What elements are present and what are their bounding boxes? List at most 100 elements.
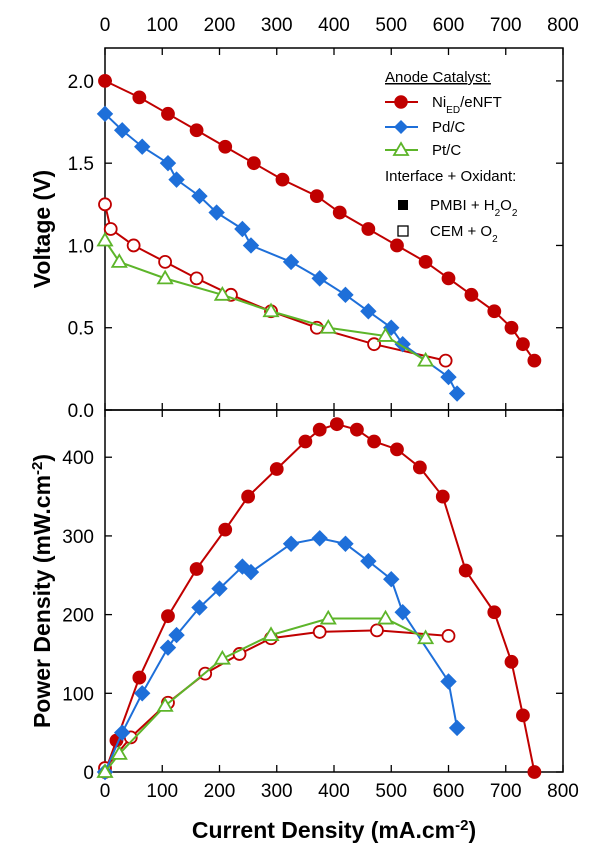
series-line	[104, 537, 459, 773]
data-point	[98, 197, 112, 212]
data-point	[464, 287, 479, 302]
data-point	[189, 562, 204, 576]
legend-marker-open	[397, 225, 409, 237]
legend-header-interface: Interface + Oxidant:	[385, 168, 516, 185]
x-tick-label-top: 200	[204, 15, 236, 36]
legend-label-ptc: Pt/C	[432, 142, 461, 159]
y-tick-label: 200	[62, 606, 94, 627]
x-tick-label-bottom: 200	[204, 781, 236, 802]
data-point	[282, 253, 300, 271]
series-0	[98, 74, 542, 368]
data-point	[156, 697, 174, 712]
data-point	[311, 270, 328, 287]
series-line	[104, 239, 427, 362]
data-point	[487, 304, 502, 319]
y-tick-label: 400	[62, 448, 94, 469]
data-point	[159, 154, 177, 172]
data-point	[96, 105, 114, 123]
data-point	[438, 353, 453, 368]
x-tick-label-top: 400	[318, 15, 350, 36]
data-point	[337, 535, 354, 552]
x-tick-label-bottom: 600	[433, 781, 465, 802]
data-point	[96, 231, 114, 247]
y-tick-label: 0.0	[68, 401, 94, 422]
data-point	[516, 708, 530, 723]
legend-label-pdc: Pd/C	[432, 119, 466, 136]
y-tick-label: 2.0	[68, 72, 94, 93]
data-point	[370, 623, 384, 638]
series-layer	[96, 74, 542, 781]
series-2	[96, 530, 466, 781]
data-point	[126, 238, 141, 253]
data-point	[361, 222, 376, 236]
data-point	[161, 609, 175, 624]
data-point	[311, 530, 328, 547]
series-line	[104, 423, 536, 773]
data-point	[376, 327, 395, 342]
data-point	[242, 563, 260, 581]
data-point	[417, 351, 435, 367]
data-point	[168, 171, 185, 188]
data-point	[329, 417, 344, 432]
legend-header-catalyst: Anode Catalyst:	[385, 69, 491, 86]
data-point	[96, 763, 114, 778]
x-tick-label-top: 500	[375, 15, 407, 36]
data-point	[213, 286, 231, 301]
data-point	[159, 639, 177, 656]
data-point	[440, 368, 457, 386]
data-point	[298, 434, 313, 449]
data-point	[189, 123, 204, 138]
data-point	[282, 535, 300, 552]
x-tick-label-bottom: 300	[261, 781, 293, 802]
series-0	[98, 417, 542, 779]
data-point	[246, 156, 261, 171]
data-point	[504, 320, 519, 335]
x-tick-label-bottom: 500	[375, 781, 407, 802]
data-point	[110, 745, 128, 760]
data-point	[113, 724, 131, 741]
data-point	[134, 138, 151, 155]
y-tick-label: 0	[83, 763, 94, 784]
data-point	[189, 271, 204, 286]
x-tick-label-top: 800	[547, 15, 579, 36]
data-point	[383, 570, 400, 588]
legend-label-cem: CEM + O2	[430, 223, 498, 245]
data-point	[441, 628, 456, 643]
data-point	[242, 237, 260, 254]
data-point	[367, 337, 381, 352]
data-point	[319, 609, 337, 625]
data-point	[132, 90, 147, 105]
data-point	[213, 649, 231, 665]
data-point	[390, 442, 404, 457]
x-tick-label-bottom: 700	[490, 781, 522, 802]
data-point	[360, 552, 377, 570]
x-tick-label-top: 300	[261, 15, 293, 36]
data-point	[134, 685, 151, 702]
data-point	[412, 460, 427, 475]
series-3	[96, 231, 435, 367]
data-point	[458, 563, 473, 578]
data-point	[390, 238, 404, 253]
data-point	[337, 286, 354, 304]
data-point	[262, 626, 280, 641]
series-line	[104, 617, 427, 773]
data-point	[218, 522, 233, 537]
x-tick-label-bottom: 100	[146, 781, 178, 802]
legend-marker-nienft	[394, 95, 408, 109]
data-point	[218, 139, 233, 154]
data-point	[367, 434, 381, 449]
data-point	[191, 187, 208, 205]
x-tick-label-bottom: 0	[100, 781, 111, 802]
legend-marker-pdc	[394, 120, 408, 134]
series-line	[104, 629, 449, 769]
y-tick-label: 100	[62, 684, 94, 705]
data-point	[309, 189, 324, 203]
data-point	[262, 302, 280, 318]
data-point	[312, 422, 327, 437]
data-point	[132, 670, 147, 685]
data-point	[98, 74, 112, 88]
legend: Anode Catalyst: NiED/eNFT Pd/C Pt/C Inte…	[385, 69, 518, 245]
y-tick-label: 1.0	[68, 236, 94, 257]
data-point	[241, 489, 256, 504]
